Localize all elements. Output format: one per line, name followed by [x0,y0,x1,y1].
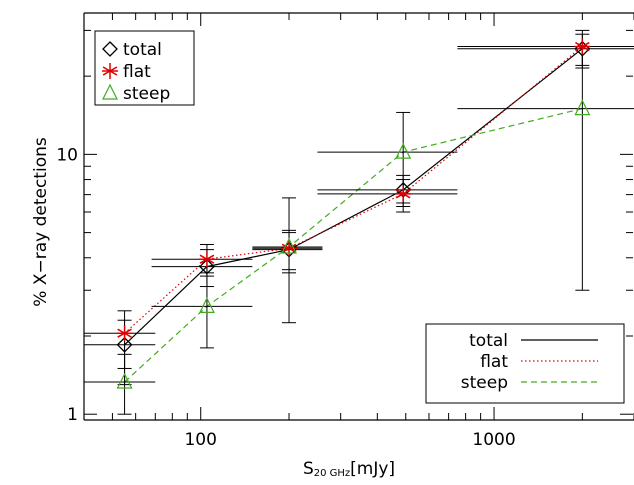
data-markers [116,38,591,389]
marker-total [116,336,133,353]
marker-flat [116,325,133,342]
marker-steep [281,237,297,254]
legend-marker-flat [102,63,118,79]
axis-ticks: 100 1000 1 10 [56,13,634,450]
y-tick-label: 10 [56,145,78,165]
marker-total [199,258,215,275]
x-axis-label: S20 GHz[mJy] [303,459,395,479]
marker-flat [574,38,591,55]
x-axis-label-unit: [mJy] [350,459,395,479]
legend-marker-label-flat: flat [123,62,151,82]
marker-flat [395,185,412,202]
x-axis-label-sub: 20 GHz [314,468,350,479]
marker-flat [281,240,298,257]
legend-line-label-total: total [469,331,508,351]
marker-steep [116,372,133,389]
legend-lines-box [425,323,625,404]
marker-steep [395,142,412,159]
legend-line-label-flat: flat [480,352,508,372]
x-axis-label-main: S [303,459,314,479]
legend-marker-label-total: total [123,40,162,60]
legend-marker-total [102,41,118,57]
legend-marker-steep [102,83,118,100]
legend-marker-label-steep: steep [123,84,170,104]
x-tick-label: 1000 [472,430,515,450]
y-axis-label: % X−ray detections [31,137,51,307]
plot-frame [83,12,634,421]
y-tick-label: 1 [67,405,78,425]
error-bars [84,29,634,415]
legend-line-label-steep: steep [461,373,508,393]
marker-steep [574,99,591,116]
marker-steep [198,297,215,313]
marker-flat [198,251,215,268]
x-tick-label: 100 [184,430,216,450]
